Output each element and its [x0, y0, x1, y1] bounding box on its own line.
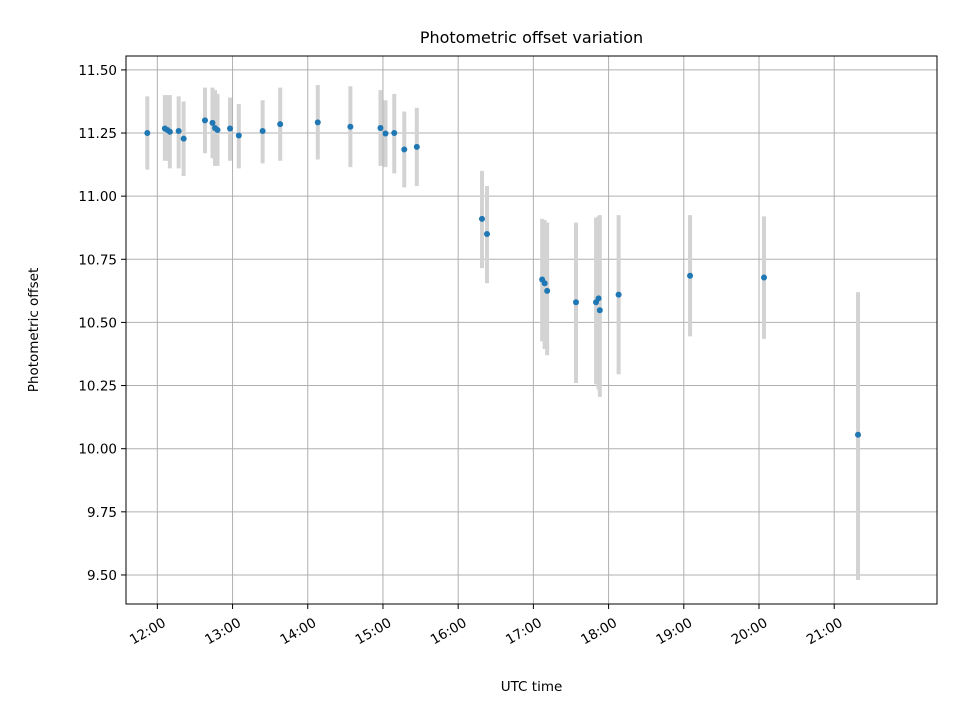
x-axis-label: UTC time — [501, 679, 563, 695]
data-point — [201, 117, 208, 124]
y-tick-label: 9.75 — [87, 505, 117, 521]
data-point — [484, 231, 491, 238]
data-point — [413, 143, 420, 150]
data-point — [175, 128, 182, 135]
plot-area — [126, 56, 937, 604]
data-point — [855, 431, 862, 438]
data-point — [347, 123, 354, 130]
y-tick-label: 11.00 — [78, 189, 117, 205]
data-points — [144, 117, 862, 438]
y-tick-label: 11.50 — [78, 63, 117, 79]
data-point — [595, 295, 602, 302]
y-axis-label: Photometric offset — [26, 268, 42, 392]
data-point — [544, 287, 551, 294]
y-axis-ticks: 9.50 9.75 10.00 10.25 10.50 10.75 11.00 11.25 11… — [78, 63, 126, 584]
data-point — [214, 126, 221, 133]
y-tick-label: 10.25 — [78, 379, 117, 395]
data-point — [572, 299, 579, 306]
y-tick-label: 10.50 — [78, 315, 117, 331]
data-point — [615, 291, 622, 298]
data-point — [144, 130, 151, 137]
y-tick-label: 11.25 — [78, 126, 117, 142]
data-point — [687, 272, 694, 279]
data-point — [478, 215, 485, 222]
data-point — [209, 119, 216, 126]
data-point — [180, 135, 187, 142]
chart-title: Photometric offset variation — [420, 28, 643, 47]
data-point — [391, 130, 398, 137]
data-point — [541, 280, 548, 287]
data-point — [377, 124, 384, 131]
data-point — [382, 130, 389, 137]
data-point — [314, 119, 321, 126]
data-point — [401, 146, 408, 153]
data-point — [227, 125, 234, 132]
data-point — [235, 132, 242, 139]
data-point — [166, 128, 173, 135]
data-point — [596, 307, 603, 314]
plot-frame — [125, 55, 938, 605]
y-tick-label: 10.75 — [78, 252, 117, 268]
y-tick-label: 9.50 — [87, 568, 117, 584]
data-point — [259, 128, 266, 135]
data-point — [761, 274, 768, 281]
grid — [126, 56, 937, 604]
data-point — [277, 121, 284, 128]
y-tick-label: 10.00 — [78, 442, 117, 458]
